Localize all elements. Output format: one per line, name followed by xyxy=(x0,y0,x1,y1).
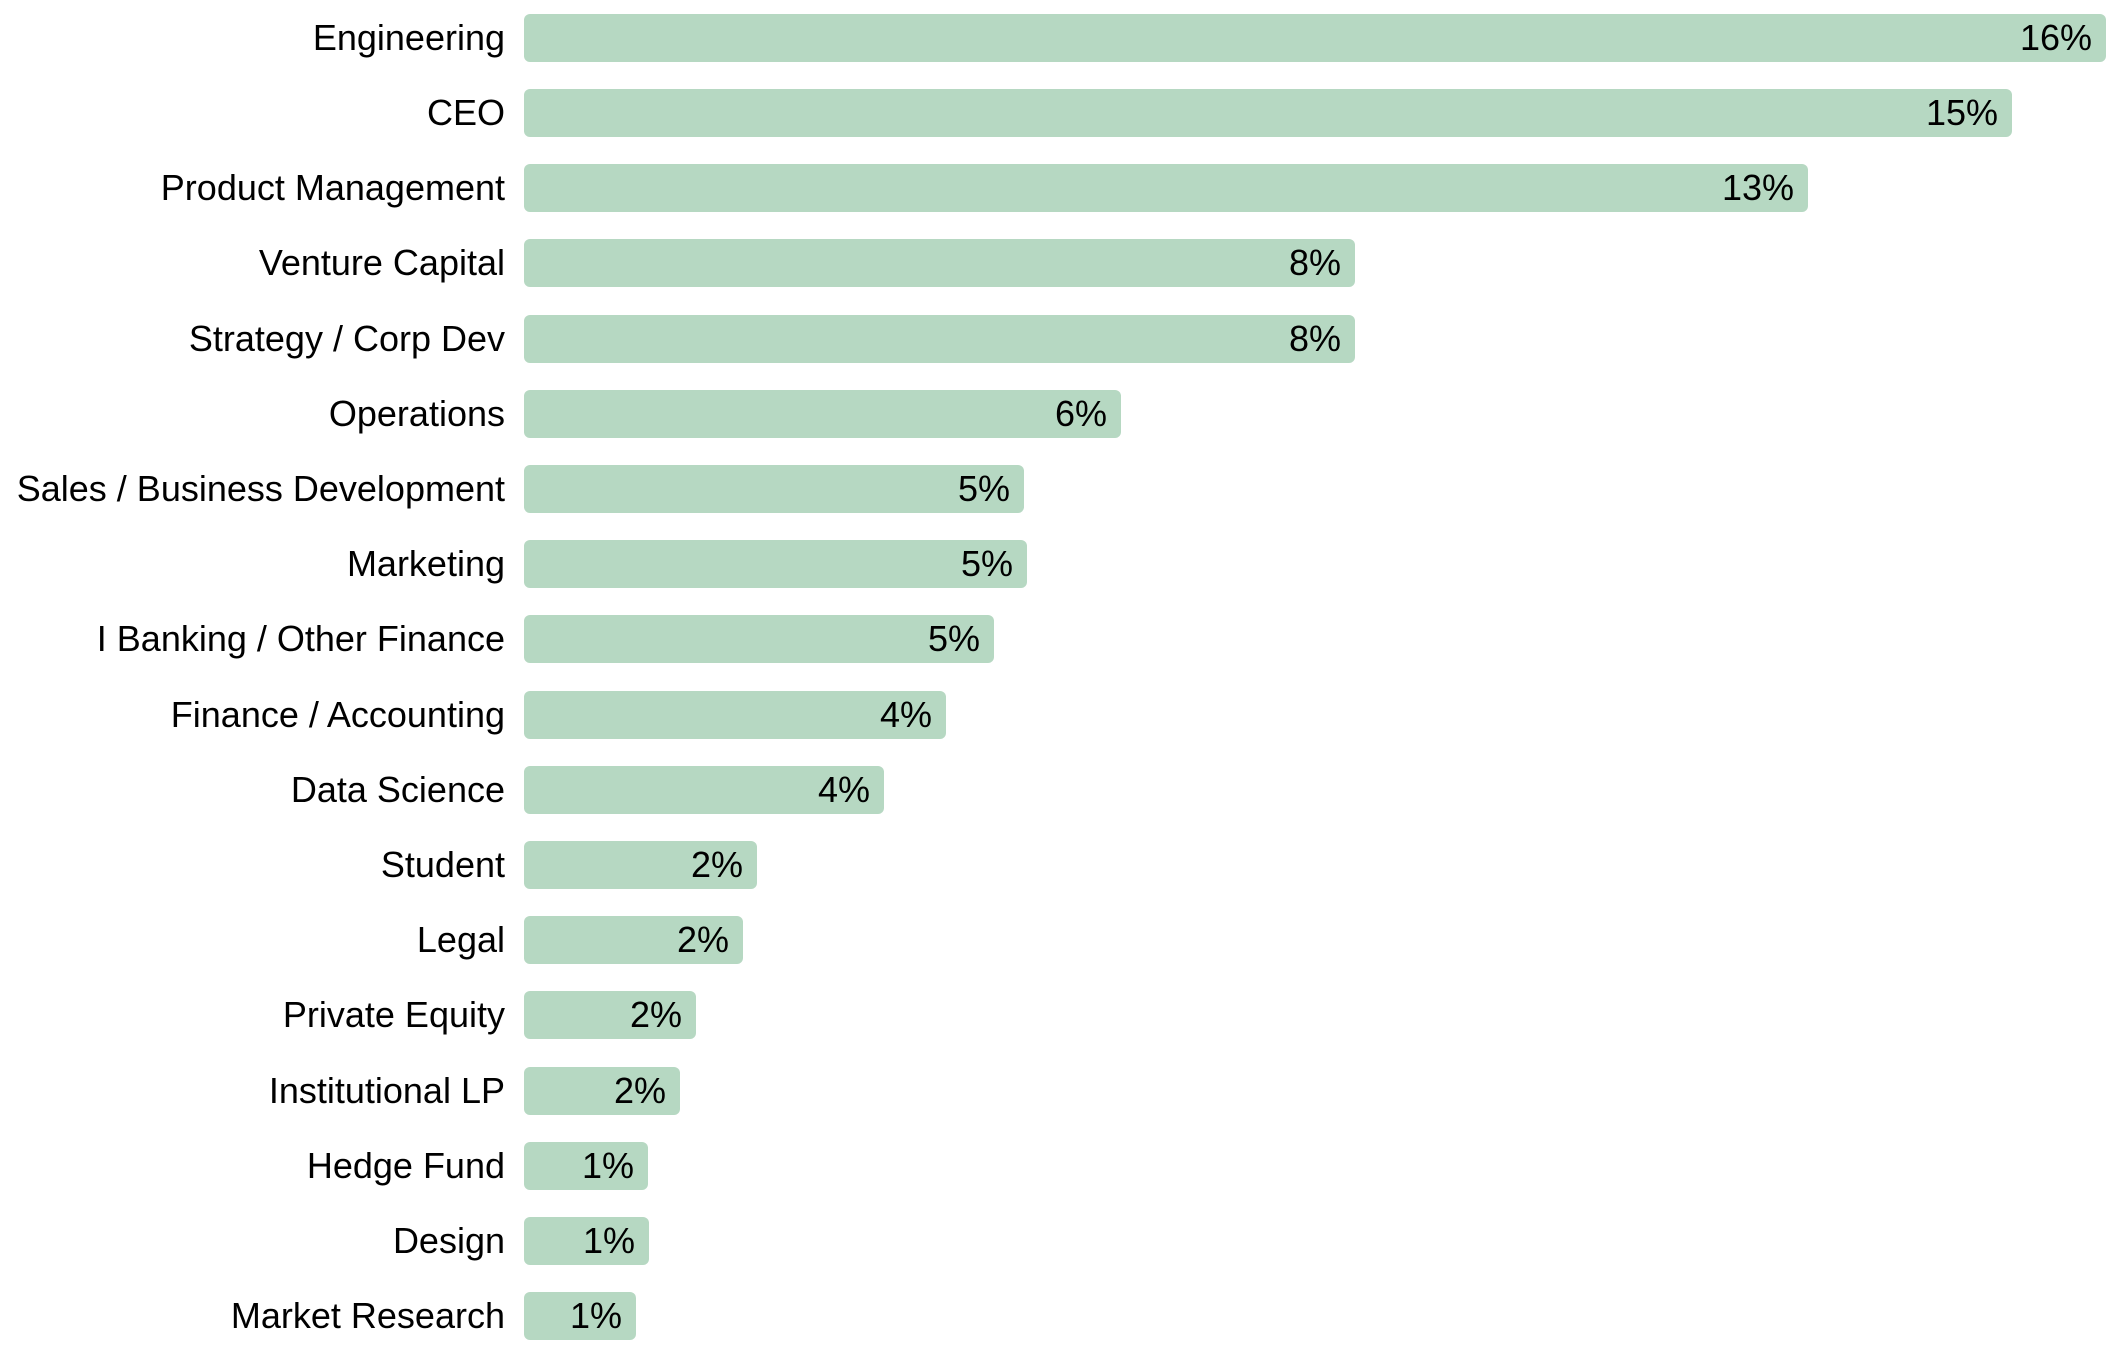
bar: 1% xyxy=(524,1292,636,1341)
category-label: CEO xyxy=(426,92,505,134)
chart-row: Engineering 16% xyxy=(0,0,2126,75)
category-label: Strategy / Corp Dev xyxy=(188,317,505,359)
plot-area: 5% xyxy=(505,465,2126,514)
bar: 13% xyxy=(524,164,1808,213)
bar: 4% xyxy=(524,765,884,814)
plot-area: 2% xyxy=(505,840,2126,889)
bar: 16% xyxy=(524,13,2106,62)
chart-row: Operations 6% xyxy=(0,376,2126,451)
plot-area: 8% xyxy=(505,239,2126,288)
chart-row: I Banking / Other Finance 5% xyxy=(0,602,2126,677)
plot-area: 4% xyxy=(505,690,2126,739)
plot-area: 13% xyxy=(505,164,2126,213)
category-label: Marketing xyxy=(346,543,505,585)
bar: 6% xyxy=(524,389,1121,438)
value-label: 8% xyxy=(1288,242,1341,284)
value-label: 15% xyxy=(1925,92,1998,134)
bar: 8% xyxy=(524,239,1355,288)
value-label: 16% xyxy=(2019,16,2092,58)
chart-row: CEO 15% xyxy=(0,76,2126,151)
plot-area: 2% xyxy=(505,1066,2126,1115)
bar: 2% xyxy=(524,991,696,1040)
value-label: 5% xyxy=(960,543,1013,585)
category-label: Legal xyxy=(416,919,505,961)
category-label: Engineering xyxy=(312,16,505,58)
bar: 1% xyxy=(524,1141,648,1190)
bar: 4% xyxy=(524,690,946,739)
category-label: Finance / Accounting xyxy=(170,693,505,735)
plot-area: 15% xyxy=(505,89,2126,138)
chart-row: Marketing 5% xyxy=(0,527,2126,602)
chart-row: Hedge Fund 1% xyxy=(0,1128,2126,1203)
value-label: 2% xyxy=(629,994,682,1036)
chart-row: Product Management 13% xyxy=(0,151,2126,226)
bar: 2% xyxy=(524,840,757,889)
category-label: Product Management xyxy=(160,167,505,209)
value-label: 4% xyxy=(817,768,870,810)
value-label: 6% xyxy=(1054,392,1107,434)
category-label: Operations xyxy=(328,392,505,434)
value-label: 4% xyxy=(879,693,932,735)
category-label: I Banking / Other Finance xyxy=(96,618,505,660)
category-label: Data Science xyxy=(290,768,505,810)
value-label: 1% xyxy=(581,1144,634,1186)
value-label: 5% xyxy=(927,618,980,660)
bar: 15% xyxy=(524,89,2012,138)
category-label: Design xyxy=(392,1219,505,1261)
plot-area: 1% xyxy=(505,1292,2126,1341)
category-label: Student xyxy=(380,843,505,885)
plot-area: 2% xyxy=(505,916,2126,965)
category-label: Hedge Fund xyxy=(306,1144,505,1186)
value-label: 2% xyxy=(690,843,743,885)
category-label: Private Equity xyxy=(282,994,505,1036)
plot-area: 4% xyxy=(505,765,2126,814)
plot-area: 16% xyxy=(505,13,2126,62)
value-label: 1% xyxy=(569,1295,622,1337)
value-label: 8% xyxy=(1288,317,1341,359)
category-label: Venture Capital xyxy=(258,242,505,284)
plot-area: 5% xyxy=(505,615,2126,664)
plot-area: 1% xyxy=(505,1216,2126,1265)
bar: 5% xyxy=(524,615,994,664)
chart-row: Market Research 1% xyxy=(0,1279,2126,1354)
category-label: Market Research xyxy=(230,1295,505,1337)
chart-row: Strategy / Corp Dev 8% xyxy=(0,301,2126,376)
chart-row: Design 1% xyxy=(0,1203,2126,1278)
value-label: 13% xyxy=(1721,167,1794,209)
chart-row: Legal 2% xyxy=(0,903,2126,978)
value-label: 5% xyxy=(957,468,1010,510)
bar: 5% xyxy=(524,465,1024,514)
value-label: 2% xyxy=(676,919,729,961)
chart-row: Sales / Business Development 5% xyxy=(0,451,2126,526)
bar: 2% xyxy=(524,1066,680,1115)
category-label: Institutional LP xyxy=(268,1069,505,1111)
category-label: Sales / Business Development xyxy=(16,468,505,510)
bar: 1% xyxy=(524,1216,649,1265)
chart-row: Student 2% xyxy=(0,827,2126,902)
bar: 8% xyxy=(524,314,1355,363)
bar: 5% xyxy=(524,540,1027,589)
plot-area: 1% xyxy=(505,1141,2126,1190)
chart-row: Private Equity 2% xyxy=(0,978,2126,1053)
chart-row: Data Science 4% xyxy=(0,752,2126,827)
value-label: 2% xyxy=(613,1069,666,1111)
plot-area: 5% xyxy=(505,540,2126,589)
chart-row: Institutional LP 2% xyxy=(0,1053,2126,1128)
plot-area: 8% xyxy=(505,314,2126,363)
chart-row: Venture Capital 8% xyxy=(0,226,2126,301)
bar: 2% xyxy=(524,916,743,965)
chart-row: Finance / Accounting 4% xyxy=(0,677,2126,752)
plot-area: 2% xyxy=(505,991,2126,1040)
plot-area: 6% xyxy=(505,389,2126,438)
value-label: 1% xyxy=(582,1219,635,1261)
